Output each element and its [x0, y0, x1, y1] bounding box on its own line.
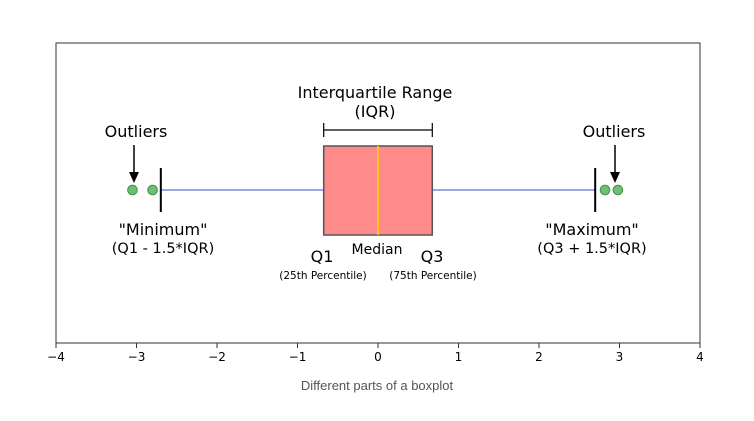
figure-caption: Different parts of a boxplot [300, 378, 454, 393]
x-axis: −4 −3 −2 −1 0 1 2 3 4 [47, 343, 704, 364]
minimum-label: "Minimum" [119, 220, 208, 239]
x-tick-label: −1 [289, 350, 307, 364]
maximum-formula: (Q3 + 1.5*IQR) [537, 241, 646, 257]
x-tick-label: 1 [455, 350, 463, 364]
outlier-arrow-right [610, 145, 620, 183]
x-tick-label: 2 [535, 350, 543, 364]
outlier-point [147, 184, 158, 196]
outlier-point [612, 184, 624, 196]
q1-percentile-label: (25th Percentile) [279, 270, 366, 282]
outliers-label-left: Outliers [105, 122, 168, 141]
q3-percentile-label: (75th Percentile) [389, 270, 476, 282]
outliers-group [127, 184, 624, 196]
iqr-subtitle: (IQR) [355, 102, 396, 121]
x-tick-label: −4 [47, 350, 65, 364]
x-tick-label: 4 [696, 350, 704, 364]
outlier-point [127, 184, 138, 196]
iqr-bracket [323, 123, 433, 137]
iqr-title: Interquartile Range [298, 83, 453, 102]
x-tick-label: −2 [208, 350, 226, 364]
q1-label: Q1 [311, 247, 334, 266]
outlier-arrow-left [129, 145, 139, 183]
x-tick-label: −3 [128, 350, 146, 364]
minimum-formula: (Q1 - 1.5*IQR) [112, 241, 214, 257]
outliers-label-right: Outliers [583, 122, 646, 141]
outlier-point [599, 184, 611, 196]
maximum-label: "Maximum" [545, 220, 639, 239]
q3-label: Q3 [421, 247, 444, 266]
boxplot-diagram: Interquartile Range (IQR) Outliers Outli… [47, 42, 704, 364]
x-tick-label: 0 [374, 350, 382, 364]
x-tick-label: 3 [616, 350, 624, 364]
median-label: Median [352, 242, 403, 258]
